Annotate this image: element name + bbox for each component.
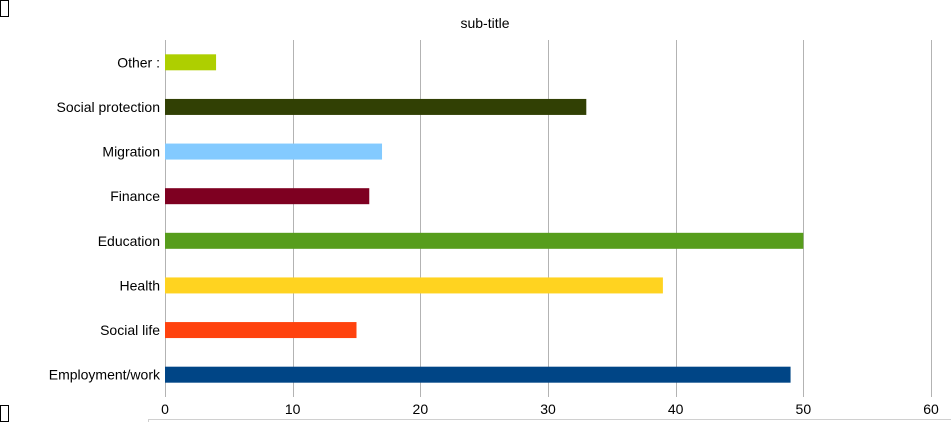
gridlines: [165, 40, 932, 397]
bar-finance: [165, 188, 370, 205]
bars: [165, 54, 804, 383]
category-label: Social life: [100, 322, 160, 338]
bar-health: [165, 277, 663, 294]
x-tick-label: 20: [413, 401, 429, 417]
bar-social-protection: [165, 98, 587, 115]
category-label: Finance: [110, 188, 160, 204]
category-label: Migration: [102, 144, 160, 160]
category-label: Education: [98, 233, 160, 249]
category-label: Social protection: [56, 99, 160, 115]
chart-subtitle: sub-title: [460, 15, 509, 31]
category-labels: Employment/work Social life Health Educatio…: [49, 54, 161, 382]
x-tick-label: 40: [668, 401, 684, 417]
bar-other: [165, 54, 217, 71]
bar-education: [165, 232, 804, 249]
category-label: Employment/work: [49, 367, 161, 383]
selection-handle-bottom-left[interactable]: [0, 405, 9, 422]
x-tick-labels: 0 10 20 30 40 50 60: [161, 401, 939, 417]
x-tick-label: 60: [923, 401, 939, 417]
x-tick-label: 50: [796, 401, 812, 417]
x-tick-label: 30: [540, 401, 556, 417]
x-tick-label: 10: [285, 401, 301, 417]
selection-handle-top-left[interactable]: [0, 0, 9, 17]
bar-social-life: [165, 322, 357, 339]
category-label: Other :: [117, 54, 160, 70]
bar-employment-work: [165, 366, 791, 383]
bar-migration: [165, 143, 383, 160]
category-label: Health: [120, 277, 160, 293]
x-tick-label: 0: [161, 401, 169, 417]
